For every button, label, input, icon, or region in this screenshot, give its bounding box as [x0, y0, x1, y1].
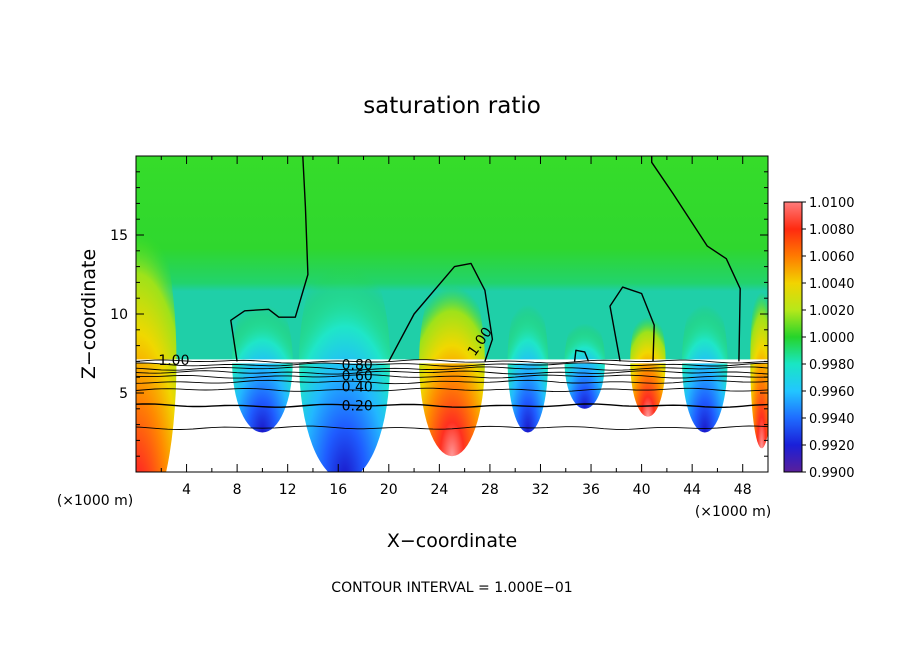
subsaturated-contour-line: [136, 366, 768, 371]
subsaturated-contour-line: [136, 379, 768, 385]
chart-title: saturation ratio: [363, 93, 541, 119]
colorbar-tick-label: 0.9900: [809, 466, 855, 481]
subsaturated-contour-line: [136, 362, 768, 367]
colorbar-swatch: [784, 283, 802, 310]
saturation-contours: [230, 156, 741, 362]
colorbar: 0.9900 0.9920 0.9940 0.9960 0.9980 1.0000 1.00…: [783, 196, 855, 481]
colorbar-swatch: [784, 391, 802, 418]
x-tick-label: 32: [532, 482, 550, 498]
subsaturated-contour-line: [136, 425, 768, 430]
contour-label: 0.20: [342, 399, 373, 415]
colorbar-swatch: [784, 337, 802, 364]
contour-label: 0.60: [342, 369, 373, 385]
y-tick-label: 15: [110, 228, 128, 244]
x-tick-label: 48: [734, 482, 752, 498]
colorbar-tick-label: 0.9980: [809, 358, 855, 373]
x-tick-label: 4: [182, 482, 191, 498]
subsaturated-contours: [136, 359, 768, 430]
x-tick-label: 12: [279, 482, 297, 498]
x-tick-label: 24: [430, 482, 448, 498]
contour-labels: 1.001.000.800.600.400.20: [158, 325, 495, 415]
y-tick-label: 5: [119, 386, 128, 402]
colorbar-tick-label: 1.0020: [809, 304, 855, 319]
contour-label: 0.40: [342, 380, 373, 396]
plot-area: 1.001.000.800.600.400.20: [136, 156, 768, 472]
subsaturated-contour-line: [136, 370, 768, 375]
x-unit-right: (×1000 m): [695, 504, 771, 520]
colorbar-tick-label: 0.9920: [809, 439, 855, 454]
x-tick-label: 28: [481, 482, 499, 498]
x-tick-label: 20: [380, 482, 398, 498]
colorbar-swatches: [784, 202, 802, 472]
colorbar-labels: 0.9900 0.9920 0.9940 0.9960 0.9980 1.0000 1.00…: [802, 196, 855, 481]
subsaturated-contour-line: [136, 374, 768, 379]
contour-label: 0.80: [342, 358, 373, 374]
colorbar-tick-label: 1.0080: [809, 223, 855, 238]
x-unit-left: (×1000 m): [57, 493, 133, 509]
colorbar-swatch: [784, 418, 802, 445]
colorbar-tick-label: 1.0000: [809, 331, 855, 346]
colorbar-swatch: [784, 445, 802, 472]
x-tick-label: 44: [683, 482, 701, 498]
x-tick-label: 16: [329, 482, 347, 498]
colorbar-swatch: [784, 229, 802, 256]
colorbar-swatch: [784, 310, 802, 337]
y-tick-label: 10: [110, 307, 128, 323]
x-axis-label: X−coordinate: [387, 530, 517, 552]
saturation-contour-line: [573, 349, 590, 362]
saturation-contour-line: [609, 286, 655, 362]
saturation-contour-line: [651, 156, 741, 362]
contour-interval-note: CONTOUR INTERVAL = 1.000E−01: [331, 580, 572, 596]
colorbar-swatch: [784, 256, 802, 283]
colorbar-swatch: [784, 202, 802, 229]
saturation-contour-line: [230, 156, 309, 362]
y-axis-label: Z−coordinate: [78, 249, 100, 379]
subsaturated-anomaly: [299, 242, 391, 472]
subsaturated-contour-line: [136, 403, 768, 408]
y-axis-ticks: 5 10 15: [110, 171, 768, 457]
subsaturated-contour-line: [136, 387, 768, 393]
colorbar-tick-label: 1.0060: [809, 250, 855, 265]
x-tick-label: 36: [582, 482, 600, 498]
colorbar-tick-label: 0.9940: [809, 412, 855, 427]
x-tick-label: 40: [633, 482, 651, 498]
x-tick-label: 8: [233, 482, 242, 498]
saturation-contour-line: [388, 262, 494, 362]
x-axis-ticks: 4 8 12 16 20 24 28 32 36 40 44 48: [160, 156, 752, 498]
contour-label: 1.00: [158, 353, 189, 369]
supersaturated-anomaly: [136, 195, 177, 472]
colorbar-tick-label: 0.9960: [809, 385, 855, 400]
colorbar-tick-label: 1.0040: [809, 277, 855, 292]
colorbar-swatch: [784, 364, 802, 391]
subsaturated-contour-line: [136, 359, 768, 364]
colorbar-tick-label: 1.0100: [809, 196, 855, 211]
